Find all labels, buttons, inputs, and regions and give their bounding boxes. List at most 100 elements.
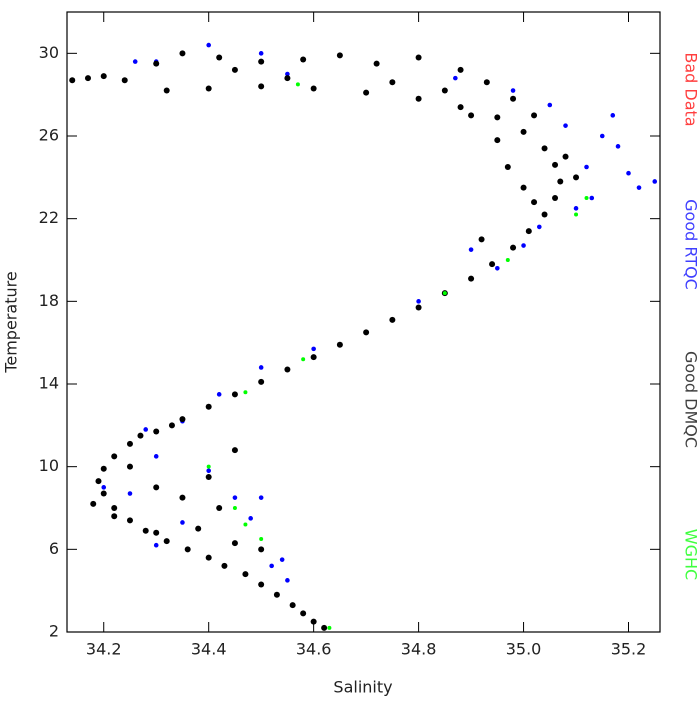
data-point: [233, 506, 237, 510]
x-tick-label: 34.2: [86, 640, 122, 659]
data-point: [217, 392, 222, 397]
x-tick-label: 34.6: [296, 640, 332, 659]
data-point: [311, 354, 317, 360]
x-tick-label: 34.4: [191, 640, 227, 659]
data-point: [290, 602, 296, 608]
x-tick-label: 35.2: [611, 640, 647, 659]
y-tick-label: 14: [39, 374, 59, 393]
data-point: [542, 212, 548, 218]
data-point: [143, 528, 149, 534]
data-point: [101, 485, 106, 490]
legend-label: Good RTQC: [682, 199, 700, 290]
data-point: [180, 520, 185, 525]
data-point: [242, 571, 248, 577]
data-point: [505, 164, 511, 170]
data-point: [221, 563, 227, 569]
data-point: [206, 85, 212, 91]
data-point: [389, 79, 395, 85]
data-point: [153, 484, 159, 490]
data-point: [284, 367, 290, 373]
data-point: [154, 454, 159, 459]
data-point: [284, 75, 290, 81]
data-point: [206, 474, 212, 480]
data-point: [547, 103, 552, 108]
data-point: [153, 429, 159, 435]
data-point: [179, 495, 185, 501]
data-point: [248, 516, 253, 521]
data-point: [185, 546, 191, 552]
data-point: [259, 537, 263, 541]
data-point: [95, 478, 101, 484]
y-tick-label: 18: [39, 291, 59, 310]
data-point: [327, 626, 331, 630]
data-point: [232, 67, 238, 73]
data-point: [552, 195, 558, 201]
legend-label: Good DMQC: [682, 351, 700, 448]
data-point: [216, 54, 222, 60]
data-point: [285, 578, 290, 583]
x-tick-label: 35.0: [506, 640, 542, 659]
data-point: [143, 427, 148, 432]
plot-frame: [67, 12, 660, 632]
data-point: [153, 61, 159, 67]
data-point: [127, 464, 133, 470]
data-point: [311, 347, 316, 352]
data-point: [111, 513, 117, 519]
data-point: [563, 123, 568, 128]
data-point: [468, 276, 474, 282]
data-point: [506, 258, 510, 262]
data-point: [258, 83, 264, 89]
data-point: [232, 447, 238, 453]
data-point: [206, 43, 211, 48]
data-point: [259, 495, 264, 500]
data-point: [563, 154, 569, 160]
data-point: [652, 179, 657, 184]
data-point: [127, 441, 133, 447]
data-point: [363, 90, 369, 96]
data-point: [232, 540, 238, 546]
data-point: [557, 178, 563, 184]
data-point: [300, 610, 306, 616]
x-tick-label: 34.8: [401, 640, 437, 659]
data-point: [616, 144, 621, 149]
data-point: [232, 391, 238, 397]
data-point: [511, 88, 516, 93]
data-point: [233, 495, 238, 500]
data-point: [179, 50, 185, 56]
data-point: [521, 129, 527, 135]
data-point: [479, 236, 485, 242]
data-point: [154, 543, 159, 548]
data-point: [589, 196, 594, 201]
data-point: [489, 261, 495, 267]
data-point: [101, 466, 107, 472]
data-point: [300, 57, 306, 63]
data-point: [258, 581, 264, 587]
data-point: [90, 501, 96, 507]
data-point: [389, 317, 395, 323]
data-point: [416, 54, 422, 60]
data-point: [258, 546, 264, 552]
data-point: [484, 79, 490, 85]
data-point: [610, 113, 615, 118]
data-point: [321, 625, 327, 631]
data-point: [637, 185, 642, 190]
data-point: [542, 145, 548, 151]
data-point: [494, 137, 500, 143]
data-point: [258, 379, 264, 385]
y-tick-label: 30: [39, 43, 59, 62]
data-point: [531, 112, 537, 118]
data-point: [537, 225, 542, 230]
data-point: [259, 51, 264, 56]
data-point: [153, 530, 159, 536]
y-tick-label: 2: [49, 622, 59, 641]
data-point: [259, 365, 264, 370]
data-point: [274, 592, 280, 598]
data-point: [206, 555, 212, 561]
y-tick-label: 6: [49, 539, 59, 558]
data-point: [531, 199, 537, 205]
data-point: [495, 266, 500, 271]
data-point: [363, 329, 369, 335]
data-point: [206, 404, 212, 410]
